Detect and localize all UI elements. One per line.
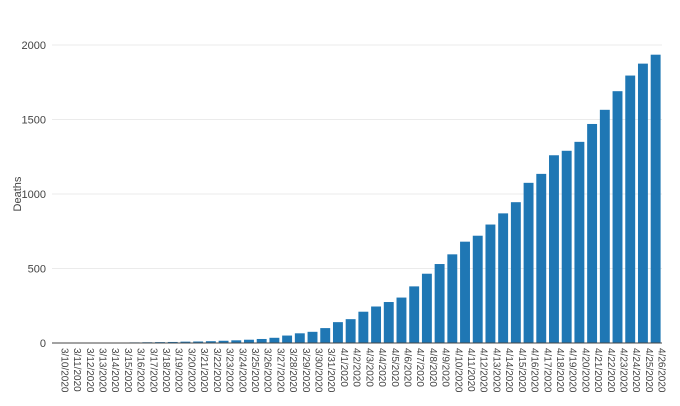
x-tick-label: 4/9/2020 — [440, 348, 451, 387]
gridlines — [52, 44, 662, 269]
x-tick-label: 3/26/2020 — [262, 348, 273, 393]
bar[interactable] — [269, 337, 280, 343]
y-tick-label: 2000 — [22, 40, 46, 52]
bar[interactable] — [167, 341, 178, 343]
x-tick-label: 3/14/2020 — [109, 348, 120, 393]
x-tick-label: 4/3/2020 — [363, 348, 374, 387]
bar[interactable] — [218, 340, 229, 343]
bars — [53, 54, 661, 344]
x-tick-label: 3/18/2020 — [160, 348, 171, 393]
x-tick-label: 4/21/2020 — [592, 348, 603, 393]
x-tick-label: 4/14/2020 — [503, 348, 514, 393]
x-tick-label: 4/5/2020 — [389, 348, 400, 387]
x-tick-label: 4/8/2020 — [427, 348, 438, 387]
bar[interactable] — [358, 311, 369, 343]
x-tick-label: 4/13/2020 — [490, 348, 501, 393]
bar[interactable] — [536, 173, 547, 343]
bar[interactable] — [637, 63, 648, 344]
bar[interactable] — [205, 341, 216, 343]
bar[interactable] — [180, 341, 191, 343]
x-tick-label: 4/7/2020 — [414, 348, 425, 387]
bar[interactable] — [345, 319, 356, 343]
bar[interactable] — [510, 202, 521, 343]
x-tick-label: 3/13/2020 — [96, 348, 107, 393]
bar[interactable] — [193, 341, 204, 343]
x-tick-label: 4/24/2020 — [630, 348, 641, 393]
x-tick-label: 4/18/2020 — [554, 348, 565, 393]
x-tick-label: 3/19/2020 — [173, 348, 184, 393]
x-tick-label: 3/16/2020 — [135, 348, 146, 393]
bar[interactable] — [256, 338, 267, 343]
x-tick-label: 4/22/2020 — [605, 348, 616, 393]
x-tick-label: 3/22/2020 — [211, 348, 222, 393]
x-tick-label: 3/29/2020 — [300, 348, 311, 393]
y-tick-label: 1500 — [22, 115, 46, 127]
bar[interactable] — [421, 273, 432, 343]
x-tick-label: 4/19/2020 — [567, 348, 578, 393]
bar[interactable] — [612, 91, 623, 343]
bar[interactable] — [650, 54, 661, 343]
bar[interactable] — [460, 241, 470, 343]
x-tick-label: 4/1/2020 — [338, 348, 349, 387]
bar[interactable] — [574, 141, 585, 343]
x-tick-label: 3/28/2020 — [287, 348, 298, 393]
x-tick-label: 3/15/2020 — [122, 348, 133, 393]
bar[interactable] — [625, 75, 636, 344]
x-tick-label: 3/10/2020 — [58, 348, 69, 393]
x-tick-label: 3/21/2020 — [198, 348, 209, 393]
x-tick-label: 3/25/2020 — [249, 348, 260, 393]
x-tick-label: 4/17/2020 — [541, 348, 552, 393]
bar[interactable] — [447, 254, 458, 343]
y-tick-label: 1000 — [22, 189, 46, 201]
x-tick-label: 4/15/2020 — [516, 348, 527, 393]
x-tick-label: 4/11/2020 — [465, 348, 476, 392]
bar[interactable] — [561, 150, 572, 343]
bar[interactable] — [587, 123, 598, 343]
x-tick-label: 3/11/2020 — [71, 348, 82, 392]
x-tick-label: 3/17/2020 — [147, 348, 158, 393]
x-tick-label: 3/23/2020 — [224, 348, 235, 393]
x-tick-label: 4/20/2020 — [579, 348, 590, 393]
bar[interactable] — [294, 333, 305, 343]
y-tick-label: 500 — [28, 264, 46, 276]
bar[interactable] — [371, 306, 382, 344]
bar[interactable] — [472, 235, 483, 343]
bar[interactable] — [383, 302, 394, 343]
x-tick-label: 3/27/2020 — [274, 348, 285, 393]
bar[interactable] — [282, 335, 293, 343]
x-tick-label: 3/12/2020 — [84, 348, 95, 393]
bar[interactable] — [307, 331, 318, 343]
x-tick-label: 4/25/2020 — [643, 348, 654, 393]
bar[interactable] — [231, 340, 242, 343]
x-tick-label: 4/10/2020 — [452, 348, 463, 393]
x-tick-label: 4/16/2020 — [529, 348, 540, 393]
bar[interactable] — [523, 182, 534, 343]
y-axis-label: Deaths — [12, 176, 24, 211]
bar[interactable] — [409, 286, 420, 343]
x-tick-label: 4/2/2020 — [351, 348, 362, 387]
bar[interactable] — [332, 322, 343, 343]
x-axis-ticks: 3/10/2020 3/11/2020 3/12/2020 3/13/2020 3/14… — [58, 348, 666, 393]
x-tick-label: 4/23/2020 — [618, 348, 629, 393]
bar[interactable] — [434, 264, 445, 343]
bar[interactable] — [498, 213, 509, 343]
y-axis-ticks: 0 500 1000 1500 2000 — [22, 40, 46, 350]
x-tick-label: 4/12/2020 — [478, 348, 489, 393]
bar[interactable] — [320, 328, 331, 343]
bar[interactable] — [599, 109, 610, 343]
x-tick-label: 4/4/2020 — [376, 348, 387, 387]
bar[interactable] — [485, 224, 496, 343]
x-tick-label: 3/30/2020 — [313, 348, 324, 393]
x-tick-label: 3/24/2020 — [236, 348, 247, 393]
bar[interactable] — [549, 155, 559, 343]
y-tick-label: 0 — [40, 338, 46, 350]
bar[interactable] — [396, 297, 407, 343]
x-tick-label: 4/6/2020 — [401, 348, 412, 387]
x-tick-label: 4/26/2020 — [656, 348, 667, 393]
x-tick-label: 3/20/2020 — [185, 348, 196, 393]
bar[interactable] — [244, 339, 254, 343]
x-tick-label: 3/31/2020 — [325, 348, 336, 393]
